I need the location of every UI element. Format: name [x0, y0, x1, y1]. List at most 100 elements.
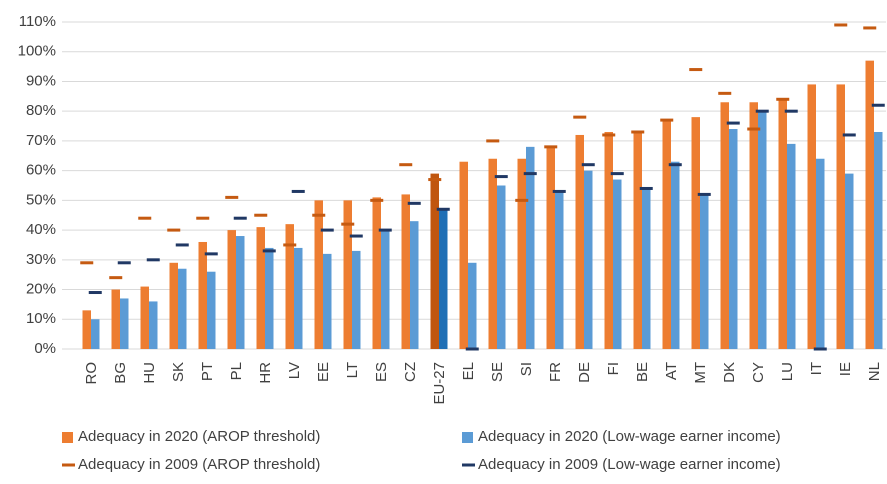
x-tick-label: CZ	[402, 362, 419, 382]
dash-marker	[262, 249, 276, 253]
y-tick-label: 30%	[26, 251, 56, 268]
dash-marker	[544, 145, 558, 149]
bar	[720, 102, 729, 349]
x-tick-label: FR	[547, 362, 564, 382]
bar	[575, 134, 584, 349]
dash-marker	[660, 118, 674, 122]
dash-marker	[254, 213, 268, 217]
x-tick-label: EL	[460, 362, 477, 380]
bar	[836, 84, 845, 349]
bar	[343, 200, 352, 349]
bar	[642, 188, 651, 349]
dash-marker	[465, 347, 479, 351]
dash-marker	[697, 192, 711, 196]
dash-marker	[204, 252, 218, 256]
x-tick-label: BG	[112, 362, 129, 384]
dash-marker	[639, 186, 653, 190]
dash-marker	[755, 109, 769, 113]
legend-label: Adequacy in 2009 (AROP threshold)	[78, 456, 320, 473]
dash-marker	[283, 243, 297, 247]
dash-marker	[776, 97, 790, 101]
dash-marker	[610, 172, 624, 176]
bar	[807, 84, 816, 349]
bar	[149, 301, 158, 349]
x-tick-label: LT	[344, 362, 361, 378]
bar	[555, 191, 564, 349]
dash-marker	[668, 163, 682, 167]
x-tick-label: ES	[373, 362, 390, 382]
legend-swatch	[62, 463, 75, 467]
dash-marker	[486, 139, 500, 143]
bar	[749, 102, 758, 349]
bar	[381, 230, 390, 349]
legend-swatch	[462, 463, 475, 467]
dash-marker	[871, 103, 885, 107]
y-tick-label: 20%	[26, 281, 56, 298]
legend-swatch	[462, 432, 473, 443]
dash-marker	[370, 198, 384, 202]
bar	[82, 310, 91, 349]
x-tick-label: SI	[518, 362, 535, 376]
y-tick-label: 100%	[18, 43, 56, 60]
dash-marker	[515, 198, 529, 202]
x-tick-label: LV	[286, 362, 303, 379]
dash-marker	[494, 175, 508, 179]
bar	[778, 99, 787, 349]
bar	[526, 146, 535, 349]
bar	[227, 230, 236, 349]
dash-marker	[631, 130, 645, 134]
dash-marker	[726, 121, 740, 125]
dash-marker	[552, 189, 566, 193]
y-tick-label: 110%	[19, 13, 56, 30]
dash-marker	[378, 228, 392, 232]
bar	[372, 197, 381, 349]
bar	[468, 262, 477, 349]
bar	[662, 120, 671, 349]
bar	[691, 117, 700, 349]
legend-label: Adequacy in 2020 (AROP threshold)	[78, 428, 320, 445]
dash-marker	[602, 133, 616, 137]
bar	[845, 173, 854, 349]
x-tick-label: DE	[576, 362, 593, 383]
dash-marker	[784, 109, 798, 113]
x-tick-label: NL	[866, 362, 883, 381]
bar	[430, 173, 439, 349]
dash-marker	[834, 23, 848, 27]
bar	[169, 262, 178, 349]
bar	[265, 247, 274, 349]
y-tick-label: 40%	[26, 221, 56, 238]
x-tick-label: HR	[257, 362, 274, 384]
bar	[120, 298, 129, 349]
bar	[314, 200, 323, 349]
dash-marker	[436, 207, 450, 211]
bar	[323, 253, 332, 349]
x-tick-label: SK	[170, 362, 187, 382]
dash-marker	[320, 228, 334, 232]
bar	[613, 179, 622, 349]
bar	[546, 146, 555, 349]
bar	[874, 131, 883, 349]
bar	[729, 129, 738, 349]
bar	[439, 209, 448, 349]
dash-marker	[312, 213, 326, 217]
bar	[700, 194, 709, 349]
bar	[352, 250, 361, 349]
bar	[584, 170, 593, 349]
y-tick-label: 90%	[26, 72, 56, 89]
dash-marker	[175, 243, 189, 247]
dash-marker	[88, 291, 102, 295]
x-tick-label: PL	[228, 362, 245, 380]
dash-marker	[407, 201, 421, 205]
dash-marker	[196, 216, 210, 220]
bar	[401, 194, 410, 349]
dash-marker	[233, 216, 247, 220]
dash-marker	[117, 261, 131, 265]
bar	[256, 227, 265, 349]
dash-marker	[167, 228, 181, 232]
dash-marker	[689, 68, 703, 72]
bar	[671, 161, 680, 349]
dash-marker	[109, 276, 123, 280]
legend-label: Adequacy in 2009 (Low-wage earner income…	[478, 456, 781, 473]
y-tick-label: 10%	[26, 310, 56, 327]
dash-marker	[399, 163, 413, 167]
